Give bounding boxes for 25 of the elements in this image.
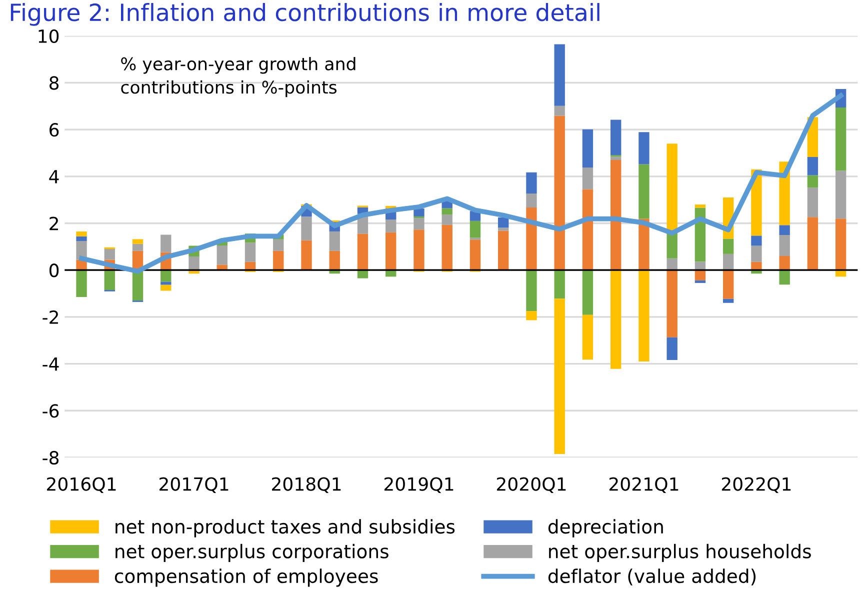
y-tick-label: 0 (49, 264, 59, 278)
y-tick-label: 6 (50, 123, 59, 137)
y-tick-label: 2 (50, 216, 58, 230)
x-tick-label: 2021Q1 (609, 477, 678, 493)
x-tick-label: 2016Q1 (47, 477, 116, 493)
y-tick-label: -4 (42, 357, 59, 371)
x-tick-label: 2020Q1 (496, 477, 566, 493)
legend-label: compensation of employees (114, 568, 378, 587)
legend-label: net oper.surplus households (549, 544, 811, 562)
legend-label: deflator (value added) (548, 568, 756, 586)
y-tick-label: 8 (50, 76, 59, 90)
x-tick-label: 2019Q1 (384, 477, 454, 493)
annotation: % year-on-year growth and contributions in %-points (121, 56, 356, 98)
y-tick-label: -2 (42, 310, 58, 324)
x-tick-label: 2017Q1 (160, 477, 228, 493)
y-tick-label: 10 (38, 29, 59, 43)
legend-label: net oper.surplus corporations (116, 544, 388, 562)
y-tick-label: 4 (49, 170, 59, 184)
y-tick-label: -6 (42, 404, 59, 418)
x-tick-label: 2018Q1 (272, 477, 341, 493)
x-tick-label: 2022Q1 (722, 477, 791, 493)
y-tick-label: -8 (42, 450, 59, 465)
chart-title: Figure 2: Inflation and contributions in more detail (10, 2, 600, 26)
legend-label: net non-product taxes and subsidies (116, 519, 455, 538)
legend-label: depreciation (548, 519, 663, 538)
